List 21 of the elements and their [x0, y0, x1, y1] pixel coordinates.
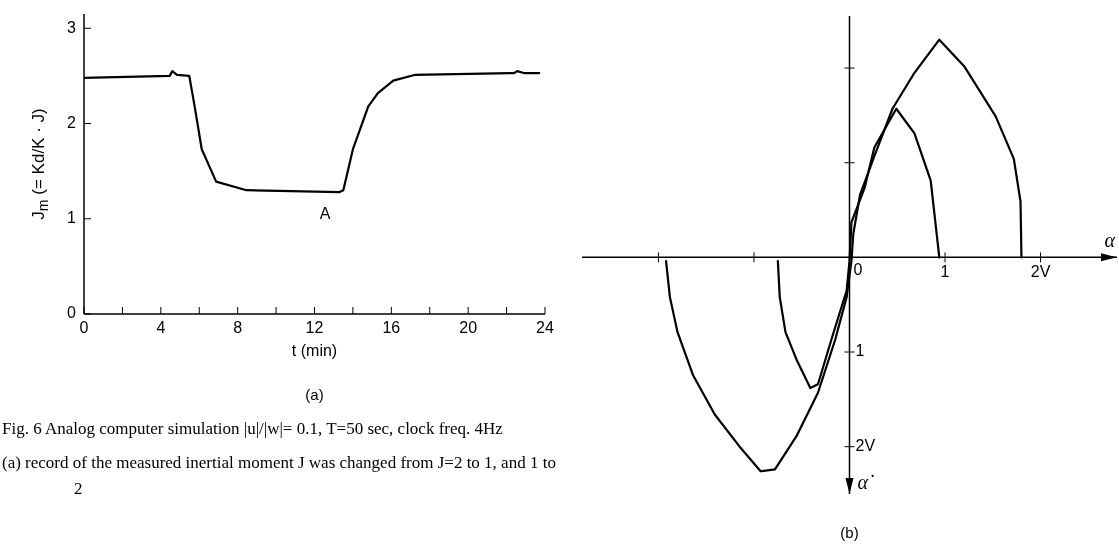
y-axis-title: α̇	[857, 471, 874, 494]
x-tick-label: 24	[536, 319, 554, 337]
x-tick-label: 4	[156, 319, 166, 337]
x-axis-title: α	[1104, 228, 1116, 251]
x-tick-label: 1	[940, 262, 950, 280]
x-axis-title: t (min)	[291, 342, 338, 360]
x-tick-label: 8	[233, 319, 243, 337]
x-tick-label: 16	[382, 319, 401, 337]
y-tick-label: 2	[67, 113, 77, 131]
y-tick-label: 0	[67, 304, 77, 322]
x-tick-label: 0	[79, 319, 89, 337]
x-tick-label: 12	[305, 319, 324, 337]
text: (b)	[840, 524, 859, 541]
text: (a)	[305, 386, 324, 403]
x-tick-label: 20	[459, 319, 478, 337]
x-tick-label: 2V	[1030, 262, 1051, 280]
y-tick-label: 1	[67, 209, 77, 227]
y-tick-label: 3	[67, 18, 77, 36]
caption: Fig. 6 Analog computer simulation |u|/|w|= 0.1, T=50 sec, clock freq. 4Hz	[2, 418, 504, 440]
annotation: A	[319, 204, 331, 222]
text: (a) record of the measured inertial moment J was changed from J=2 to 1, and 1 to 2	[2, 452, 557, 500]
